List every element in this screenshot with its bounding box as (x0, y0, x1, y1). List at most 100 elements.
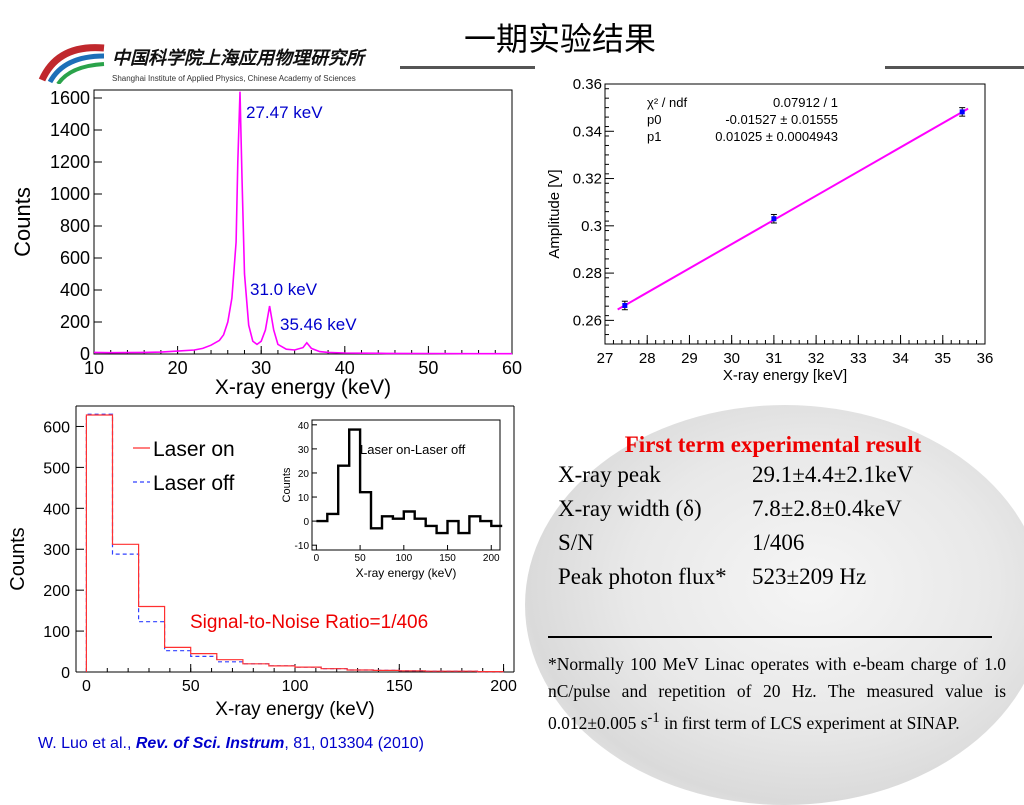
inset-y-tick-label: -10 (295, 541, 310, 552)
y-tick-label: 0.26 (573, 312, 602, 329)
plot-frame (93, 89, 513, 355)
y-tick-label: 600 (60, 248, 90, 268)
y-tick-label: 400 (43, 501, 70, 518)
x-tick-label: 29 (681, 350, 698, 367)
result-value: 7.8±2.8±0.4keV (752, 496, 902, 521)
plot-frame (604, 83, 986, 345)
institute-logo-icon (38, 44, 105, 84)
y-tick-label: 600 (43, 419, 70, 436)
x-tick-label: 40 (335, 358, 355, 378)
result-value: 523±209 Hz (752, 564, 867, 589)
y-axis-label: Counts (7, 527, 29, 590)
inset-y-tick-label: 10 (298, 493, 310, 504)
result-title: First term experimental result (624, 432, 922, 457)
amplitude-fit-chart: 27 28 29 30 31 32 33 34 35 36 0.26 0.28 0.3 0.32 0.34 0… (546, 76, 994, 384)
result-row: Peak photon flux* 523±209 Hz (558, 560, 913, 594)
y-axis-label: Amplitude [V] (546, 169, 563, 258)
y-tick-label: 200 (43, 583, 70, 600)
footnote-text: *Normally 100 MeV Linac operates with e-… (548, 654, 1006, 733)
slide-title: 一期实验结果 (463, 20, 656, 58)
result-row: X-ray peak 29.1±4.4±2.1keV (558, 458, 913, 492)
result-label: X-ray peak (558, 462, 661, 487)
inset-frame (311, 419, 501, 551)
title-rule-left (400, 66, 535, 69)
inset-y-tick-label: 0 (303, 517, 309, 528)
inset-y-tick-label: 20 (298, 469, 310, 480)
y-tick-label: 0.34 (573, 123, 602, 140)
institute-name-cn: 中国科学院上海应用物理研究所 (112, 48, 364, 69)
citation-journal: Rev. of Sci. Instrum (135, 735, 285, 752)
x-tick-label: 33 (850, 350, 867, 367)
background-disc (525, 405, 1024, 805)
result-divider (548, 636, 992, 638)
spectrum-line (93, 91, 512, 355)
inset-difference-histogram (316, 428, 503, 535)
citation: W. Luo et al., Rev. of Sci. Instrum, 81,… (38, 735, 424, 753)
x-tick-label: 150 (386, 678, 413, 695)
inset-title: Laser on-Laser off (360, 442, 466, 457)
x-tick-label: 60 (502, 358, 522, 378)
x-tick-label: 28 (639, 350, 656, 367)
data-point (959, 109, 965, 115)
y-tick-label: 100 (43, 624, 70, 641)
x-tick-label: 30 (723, 350, 740, 367)
inset-x-tick-label: 50 (355, 553, 367, 564)
y-tick-label: 0 (61, 665, 70, 682)
footnote: *Normally 100 MeV Linac operates with e-… (548, 651, 1006, 737)
peak-label: 31.0 keV (250, 280, 318, 299)
y-tick-label: 1200 (50, 152, 90, 172)
y-tick-label: 1400 (50, 120, 90, 140)
y-tick-label: 0.32 (573, 171, 602, 188)
result-panel: First term experimental result X-ray pea… (548, 432, 998, 594)
data-point (771, 216, 777, 222)
result-row: X-ray width (δ) 7.8±2.8±0.4keV (558, 492, 913, 526)
fit-stat-label: p1 (647, 129, 661, 144)
laser-on-histogram (85, 414, 504, 673)
x-tick-label: 31 (766, 350, 783, 367)
data-point (622, 302, 628, 308)
x-tick-label: 27 (597, 350, 614, 367)
fit-stat-value: 0.01025 ± 0.0004943 (715, 129, 838, 144)
x-tick-label: 50 (418, 358, 438, 378)
x-tick-label: 32 (808, 350, 825, 367)
x-tick-label: 200 (490, 678, 517, 695)
fit-stat-value: -0.01527 ± 0.01555 (725, 112, 838, 127)
inset-y-tick-label: 30 (298, 445, 310, 456)
y-tick-label: 0.3 (581, 218, 602, 235)
legend-label-laser-off: Laser off (153, 472, 234, 495)
fit-stat-value: 0.07912 / 1 (773, 95, 838, 110)
y-tick-label: 0.28 (573, 265, 602, 282)
y-tick-label: 800 (60, 216, 90, 236)
x-tick-label: 36 (977, 350, 994, 367)
xray-spectrum-chart: 10 20 30 40 50 600200400600800100012001400160… (10, 88, 522, 399)
fit-stat-label: p0 (647, 112, 661, 127)
x-tick-label: 30 (251, 358, 271, 378)
y-tick-label: 200 (60, 312, 90, 332)
legend-label-laser-on: Laser on (153, 438, 235, 461)
footnote-text-end: in first term of LCS experiment at SINAP… (659, 712, 960, 733)
inset-x-tick-label: 0 (314, 553, 320, 564)
citation-rest: , 81, 013304 (2010) (284, 735, 424, 752)
x-tick-label: 34 (892, 350, 909, 367)
inset-x-tick-label: 100 (395, 553, 412, 564)
y-tick-label: 500 (43, 460, 70, 477)
inset-y-tick-label: 40 (298, 421, 310, 432)
x-axis-label: X-ray energy [keV] (723, 367, 847, 384)
x-axis-label: X-ray energy (keV) (215, 376, 391, 399)
inset-x-tick-label: 150 (439, 553, 456, 564)
footnote-superscript: -1 (647, 710, 660, 726)
result-label: S/N (558, 530, 594, 555)
inset-x-tick-label: 200 (483, 553, 500, 564)
y-tick-label: 1000 (50, 184, 90, 204)
x-axis-label: X-ray energy (keV) (215, 699, 374, 720)
result-table: X-ray peak 29.1±4.4±2.1keV X-ray width (… (558, 458, 913, 594)
x-tick-label: 35 (934, 350, 951, 367)
fit-stat-label: χ² / ndf (647, 95, 687, 110)
inset-y-axis-label: Counts (281, 467, 293, 502)
y-tick-label: 0.36 (573, 76, 602, 93)
result-label: Peak photon flux* (558, 564, 727, 589)
peak-label: 27.47 keV (246, 103, 323, 122)
result-value: 1/406 (752, 530, 805, 555)
y-tick-label: 0 (80, 344, 90, 364)
